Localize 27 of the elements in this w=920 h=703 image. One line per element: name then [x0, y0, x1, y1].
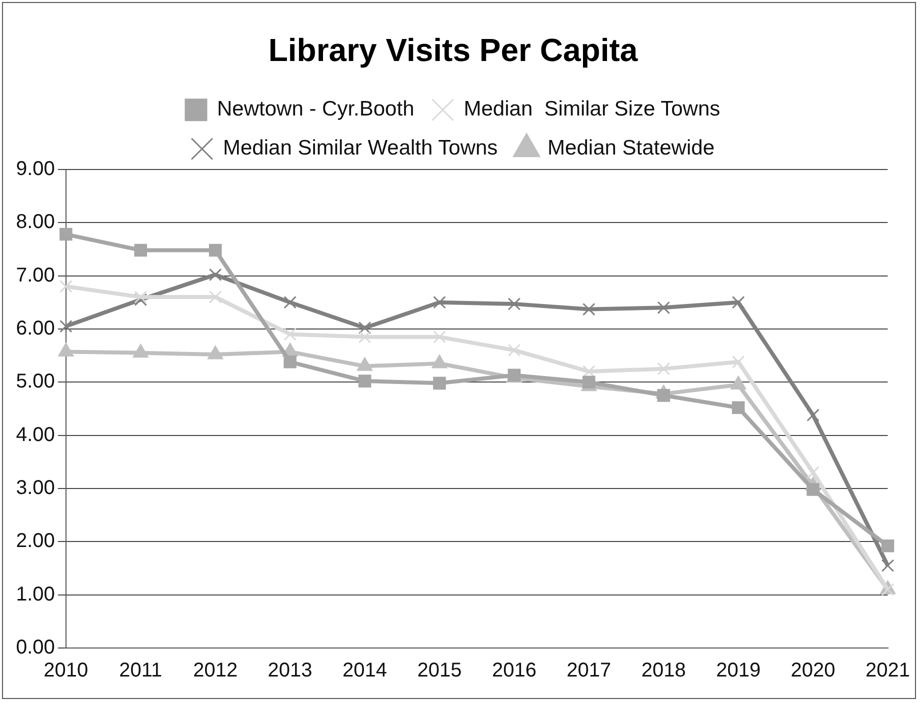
x-tick-label: 2010	[44, 660, 88, 682]
y-tick-label: 8.00	[16, 211, 55, 234]
y-tick-label: 1.00	[16, 583, 55, 606]
y-tick-label: 7.00	[16, 264, 55, 286]
legend-label: Median Similar Size Towns	[464, 98, 720, 121]
x-tick-label: 2019	[716, 660, 761, 682]
chart-title: Library Visits Per Capita	[268, 32, 638, 68]
y-tick-label: 4.00	[16, 424, 55, 446]
legend-label: Newtown - Cyr.Booth	[217, 98, 414, 121]
x-tick-label: 2014	[342, 660, 388, 682]
legend-label: Median Similar Wealth Towns	[223, 136, 498, 160]
x-tick-label: 2015	[417, 660, 462, 682]
x-tick-label: 2021	[866, 660, 910, 682]
x-tick-label: 2017	[566, 660, 612, 682]
x-tick-label: 2011	[119, 660, 162, 682]
legend-label: Median Statewide	[548, 136, 714, 160]
y-tick-label: 2.00	[16, 530, 55, 552]
y-tick-label: 5.00	[16, 370, 55, 393]
x-tick-label: 2016	[492, 660, 536, 682]
y-tick-label: 3.00	[16, 476, 55, 499]
y-tick-label: 6.00	[16, 317, 55, 340]
x-tick-label: 2018	[641, 660, 686, 682]
x-tick-label: 2013	[268, 660, 312, 682]
y-tick-label: 9.00	[16, 158, 55, 180]
y-tick-label: 0.00	[16, 636, 55, 659]
x-tick-label: 2012	[193, 660, 238, 682]
x-tick-label: 2020	[790, 660, 836, 682]
